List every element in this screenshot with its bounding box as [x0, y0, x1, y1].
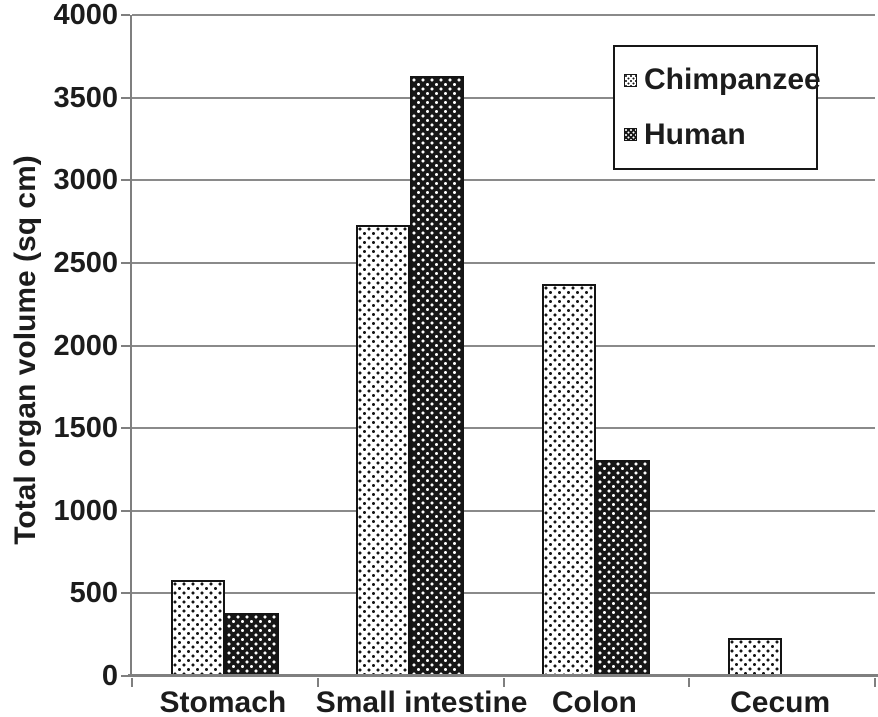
bar-chimpanzee-small-intestine: [356, 225, 411, 676]
bar-group-stomach: [170, 580, 279, 676]
legend-item-chimpanzee: Chimpanzee: [624, 65, 821, 95]
bar-chimpanzee-stomach: [170, 580, 225, 676]
gridline-1500: [132, 427, 875, 430]
x-tick-2: [502, 678, 505, 687]
gridline-1000: [132, 509, 875, 512]
y-tick-4000: [121, 14, 130, 16]
y-tick-3000: [121, 179, 130, 182]
gridline-2000: [132, 344, 875, 347]
legend-label-human: Human: [644, 117, 746, 151]
human-swatch-icon: [624, 128, 637, 142]
plot-area: [121, 14, 878, 687]
x-category-label-cecum: Cecum: [730, 686, 831, 717]
y-tick-1000: [121, 509, 130, 512]
gridline-3500: [132, 96, 875, 99]
bar-human-small-intestine: [410, 76, 465, 676]
y-tick-label-0: 0: [101, 660, 118, 692]
legend: Chimpanzee Human: [613, 45, 821, 170]
x-category-label-small-intestine: Small intestine: [315, 686, 528, 717]
y-tick-label-1500: 1500: [53, 412, 118, 445]
bar-group-cecum: [727, 638, 782, 676]
chimpanzee-swatch-icon: [624, 73, 637, 87]
x-category-label-colon: Colon: [551, 686, 637, 717]
y-tick-label-1000: 1000: [53, 494, 118, 527]
gridline-3000: [132, 179, 875, 182]
gridline-2500: [132, 261, 875, 264]
y-tick-2500: [121, 261, 130, 264]
legend-item-human: Human: [624, 117, 816, 151]
x-axis-line: [128, 674, 878, 677]
bar-chimpanzee-colon: [542, 284, 596, 676]
bar-human-stomach: [224, 613, 279, 676]
gridline-500: [132, 592, 875, 595]
x-tick-0: [131, 678, 133, 687]
bar-chimpanzee-cecum: [727, 638, 782, 676]
legend-label-chimpanzee: Chimpanzee: [644, 63, 821, 97]
y-tick-3500: [121, 96, 130, 99]
y-tick-label-2000: 2000: [53, 329, 118, 362]
gridline-4000: [132, 14, 875, 16]
y-tick-500: [121, 592, 130, 595]
x-tick-1: [316, 678, 319, 687]
x-tick-4: [874, 678, 876, 687]
x-category-label-stomach: Stomach: [159, 686, 287, 717]
y-tick-1500: [121, 427, 130, 430]
y-tick-2000: [121, 344, 130, 347]
y-tick-0: [121, 675, 130, 677]
y-tick-label-4000: 4000: [53, 0, 118, 31]
y-tick-label-2500: 2500: [53, 246, 118, 279]
bar-human-colon: [596, 460, 650, 676]
x-tick-3: [688, 678, 691, 687]
y-tick-label-3000: 3000: [53, 164, 118, 197]
y-tick-label-500: 500: [69, 577, 118, 610]
bar-group-colon: [542, 284, 650, 676]
bar-group-small-intestine: [356, 76, 465, 676]
y-tick-label-3500: 3500: [53, 81, 118, 114]
